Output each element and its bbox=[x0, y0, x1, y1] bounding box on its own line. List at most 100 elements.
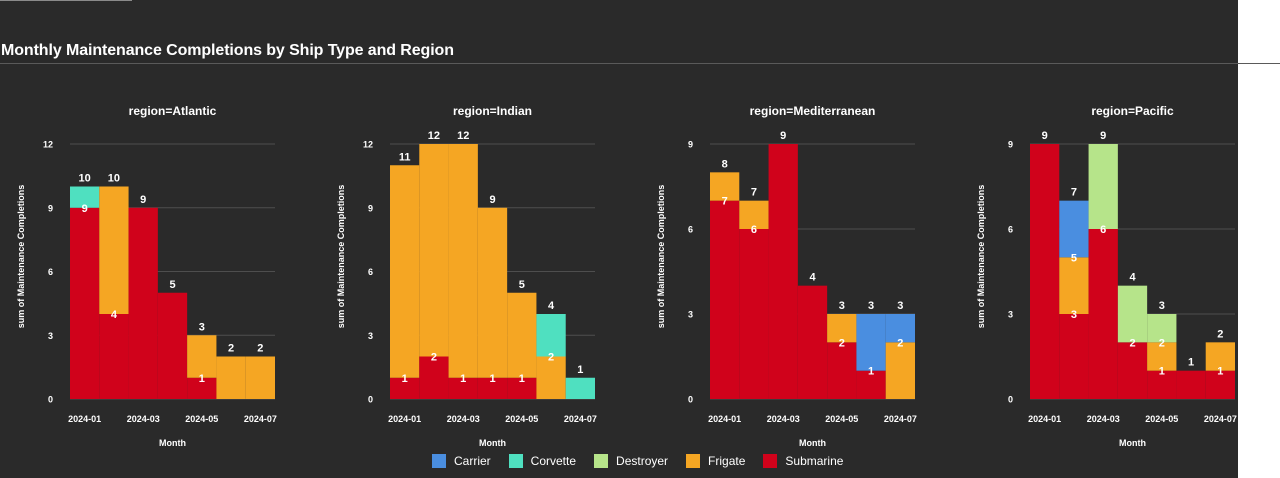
bar-segment-submarine bbox=[70, 207, 100, 399]
bar-segment-submarine bbox=[768, 144, 798, 399]
bar-total-label: 9 bbox=[489, 194, 495, 206]
x-tick-label: 2024-07 bbox=[564, 414, 597, 424]
legend-swatch bbox=[763, 454, 778, 468]
segment-value-label: 9 bbox=[82, 203, 88, 215]
bar-segment-frigate bbox=[419, 144, 449, 357]
bar-segment-submarine bbox=[1117, 342, 1148, 399]
bar-segment-corvette bbox=[565, 377, 595, 399]
bar-total-label: 12 bbox=[457, 130, 469, 142]
segment-value-label: 2 bbox=[839, 337, 845, 349]
bar-segment-submarine bbox=[1205, 370, 1235, 399]
segment-value-label: 1 bbox=[519, 373, 525, 385]
x-axis-label: Month bbox=[1119, 438, 1146, 448]
chart-legend: Carrier Corvette Destroyer Frigate Submarine bbox=[432, 454, 861, 468]
page-title: Monthly Maintenance Completions by Ship … bbox=[1, 42, 454, 59]
segment-value-label: 2 bbox=[431, 352, 437, 364]
x-tick-label: 2024-03 bbox=[127, 414, 160, 424]
bar-segment-frigate bbox=[1147, 342, 1177, 371]
bar-segment-submarine bbox=[1088, 229, 1118, 399]
y-tick-label: 9 bbox=[368, 203, 373, 213]
bar-total-label: 3 bbox=[199, 321, 205, 333]
bar-total-label: 5 bbox=[169, 279, 175, 291]
bar-segment-frigate bbox=[448, 144, 478, 378]
x-tick-label: 2024-05 bbox=[1145, 414, 1178, 424]
legend-swatch bbox=[594, 454, 609, 468]
y-tick-label: 3 bbox=[688, 310, 693, 320]
bar-segment-destroyer bbox=[1117, 285, 1148, 343]
x-tick-label: 2024-05 bbox=[825, 414, 858, 424]
segment-value-label: 2 bbox=[1129, 337, 1135, 349]
bar-segment-frigate bbox=[477, 207, 508, 378]
title-divider bbox=[0, 63, 1280, 64]
bar-segment-frigate bbox=[739, 200, 769, 229]
x-axis-label: Month bbox=[159, 438, 186, 448]
segment-value-label: 6 bbox=[1100, 224, 1106, 236]
y-tick-label: 12 bbox=[43, 140, 53, 150]
y-tick-label: 3 bbox=[1008, 310, 1013, 320]
bar-segment-submarine bbox=[739, 229, 769, 399]
bar-total-label: 3 bbox=[839, 300, 845, 312]
panel-title-atlantic: region=Atlantic bbox=[129, 104, 217, 118]
bar-segment-submarine bbox=[128, 207, 158, 399]
bar-total-label: 7 bbox=[751, 187, 757, 199]
bar-segment-carrier bbox=[856, 314, 886, 371]
bar-total-label: 7 bbox=[1071, 187, 1077, 199]
segment-value-label: 1 bbox=[460, 373, 466, 385]
panel-title-mediterranean: region=Mediterranean bbox=[750, 104, 876, 118]
bar-total-label: 10 bbox=[79, 173, 91, 185]
x-axis-label: Month bbox=[799, 438, 826, 448]
x-tick-label: 2024-01 bbox=[68, 414, 101, 424]
bar-total-label: 2 bbox=[1217, 328, 1223, 340]
legend-item-submarine[interactable]: Submarine bbox=[763, 454, 843, 468]
bar-segment-submarine bbox=[1030, 144, 1060, 399]
segment-value-label: 1 bbox=[868, 366, 874, 378]
panel-title-indian: region=Indian bbox=[453, 104, 532, 118]
bar-segment-corvette bbox=[70, 186, 100, 208]
segment-value-label: 2 bbox=[548, 352, 554, 364]
legend-swatch bbox=[508, 454, 523, 468]
bar-segment-submarine bbox=[1059, 314, 1089, 399]
y-tick-label: 0 bbox=[368, 395, 373, 405]
bar-total-label: 12 bbox=[428, 130, 440, 142]
y-tick-label: 6 bbox=[688, 225, 693, 235]
y-axis-label: sum of Maintenance Completions bbox=[976, 185, 986, 329]
y-tick-label: 3 bbox=[368, 331, 373, 341]
segment-value-label: 7 bbox=[722, 196, 728, 208]
bar-segment-frigate bbox=[885, 342, 915, 399]
y-tick-label: 12 bbox=[363, 140, 373, 150]
segment-value-label: 1 bbox=[1217, 366, 1223, 378]
legend-label: Corvette bbox=[530, 454, 577, 468]
x-tick-label: 2024-07 bbox=[1204, 414, 1237, 424]
segment-value-label: 2 bbox=[1159, 337, 1165, 349]
bar-total-label: 9 bbox=[1100, 130, 1106, 142]
legend-item-corvette[interactable]: Corvette bbox=[508, 454, 577, 468]
segment-value-label: 4 bbox=[111, 309, 118, 321]
legend-item-destroyer[interactable]: Destroyer bbox=[594, 454, 668, 468]
bar-segment-submarine bbox=[157, 292, 188, 399]
x-tick-label: 2024-03 bbox=[447, 414, 480, 424]
bar-segment-frigate bbox=[536, 356, 566, 399]
bar-total-label: 5 bbox=[519, 279, 525, 291]
y-tick-label: 9 bbox=[1008, 140, 1013, 150]
bar-segment-submarine bbox=[856, 370, 886, 399]
bar-total-label: 9 bbox=[140, 194, 146, 206]
bar-total-label: 1 bbox=[577, 364, 583, 376]
legend-swatch bbox=[432, 454, 446, 468]
bar-segment-frigate bbox=[187, 335, 217, 378]
bar-segment-frigate bbox=[507, 292, 537, 378]
legend-label: Submarine bbox=[785, 454, 844, 468]
bar-segment-submarine bbox=[419, 356, 449, 399]
y-tick-label: 6 bbox=[368, 267, 373, 277]
legend-item-carrier[interactable]: Carrier bbox=[432, 454, 491, 468]
bar-segment-frigate bbox=[390, 165, 420, 378]
segment-value-label: 3 bbox=[1071, 309, 1077, 321]
bar-total-label: 1 bbox=[1188, 357, 1194, 369]
y-tick-label: 0 bbox=[1008, 395, 1013, 405]
bar-segment-submarine bbox=[448, 377, 478, 399]
x-tick-label: 2024-03 bbox=[1087, 414, 1120, 424]
bar-segment-submarine bbox=[187, 377, 217, 399]
legend-item-frigate[interactable]: Frigate bbox=[686, 454, 745, 468]
panel-title-pacific: region=Pacific bbox=[1091, 104, 1174, 118]
y-axis-label: sum of Maintenance Completions bbox=[336, 185, 346, 329]
